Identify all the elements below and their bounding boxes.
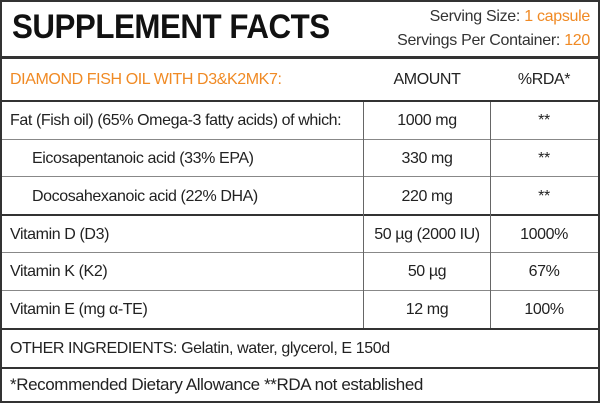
nutrient-row: Eicosapentanoic acid (33% EPA) 330 mg ** [2, 140, 598, 177]
amount: 50 µg (2000 IU) [374, 225, 480, 243]
servings: Servings Per Container: 120 [397, 32, 590, 50]
divider [2, 328, 598, 330]
column-header: %RDA* [517, 71, 571, 88]
divider [2, 56, 598, 59]
nutrient-row: Vitamin K (K2) 50 µg 67% [2, 253, 598, 291]
divider [2, 214, 598, 216]
nutrient-row: Fat (Fish oil) (65% Omega-3 fatty acids)… [2, 102, 598, 140]
footnote: *Recommended Dietary Allowance **RDA not… [10, 375, 423, 394]
divider [2, 367, 598, 369]
servings-label: Servings Per Container: [397, 32, 561, 49]
row-divider [2, 252, 598, 253]
other-ingredients: OTHER INGREDIENTS: Gelatin, water, glyce… [10, 339, 390, 357]
serving-size: Serving Size: 1 capsule [429, 8, 591, 26]
rda: ** [538, 149, 550, 167]
column-divider [363, 102, 364, 328]
rda: 67% [528, 263, 560, 280]
title: SUPPLEMENT FACTS [12, 8, 330, 46]
nutrient-name: Vitamin D (D3) [10, 225, 110, 243]
nutrient-name: Fat (Fish oil) (65% Omega-3 fatty acids)… [10, 112, 342, 129]
header-row: DIAMOND FISH OIL WITH D3&K2MK7: AMOUNT %… [2, 62, 598, 98]
nutrient-name: Eicosapentanoic acid (33% EPA) [32, 149, 254, 167]
row-divider [2, 176, 598, 177]
column-header: AMOUNT [393, 71, 461, 88]
amount: 220 mg [401, 187, 453, 205]
rda: 100% [524, 300, 564, 318]
footnote-row: *Recommended Dietary Allowance **RDA not… [2, 369, 598, 401]
serving-size-label: Serving Size: [429, 8, 521, 25]
row-divider [2, 139, 598, 140]
servings-value: 120 [564, 32, 590, 49]
rda: ** [538, 187, 550, 205]
product-name: DIAMOND FISH OIL WITH D3&K2MK7: [10, 71, 282, 88]
amount: 330 mg [401, 149, 453, 167]
other-ingredients-row: OTHER INGREDIENTS: Gelatin, water, glyce… [2, 330, 598, 367]
nutrient-name: Docosahexanoic acid (22% DHA) [32, 187, 258, 205]
amount: 12 mg [405, 300, 449, 318]
nutrient-row: Vitamin D (D3) 50 µg (2000 IU) 1000% [2, 216, 598, 253]
divider [2, 100, 598, 102]
rda: ** [538, 112, 550, 129]
rda: 1000% [520, 225, 568, 243]
serving-size-value: 1 capsule [524, 8, 590, 25]
amount: 50 µg [407, 263, 447, 280]
row-divider [2, 290, 598, 291]
nutrient-row: Docosahexanoic acid (22% DHA) 220 mg ** [2, 177, 598, 216]
nutrient-name: Vitamin E (mg α-TE) [10, 300, 148, 318]
amount: 1000 mg [397, 112, 457, 129]
nutrient-row: Vitamin E (mg α-TE) 12 mg 100% [2, 291, 598, 328]
nutrient-name: Vitamin K (K2) [10, 263, 108, 280]
column-divider [490, 102, 491, 328]
